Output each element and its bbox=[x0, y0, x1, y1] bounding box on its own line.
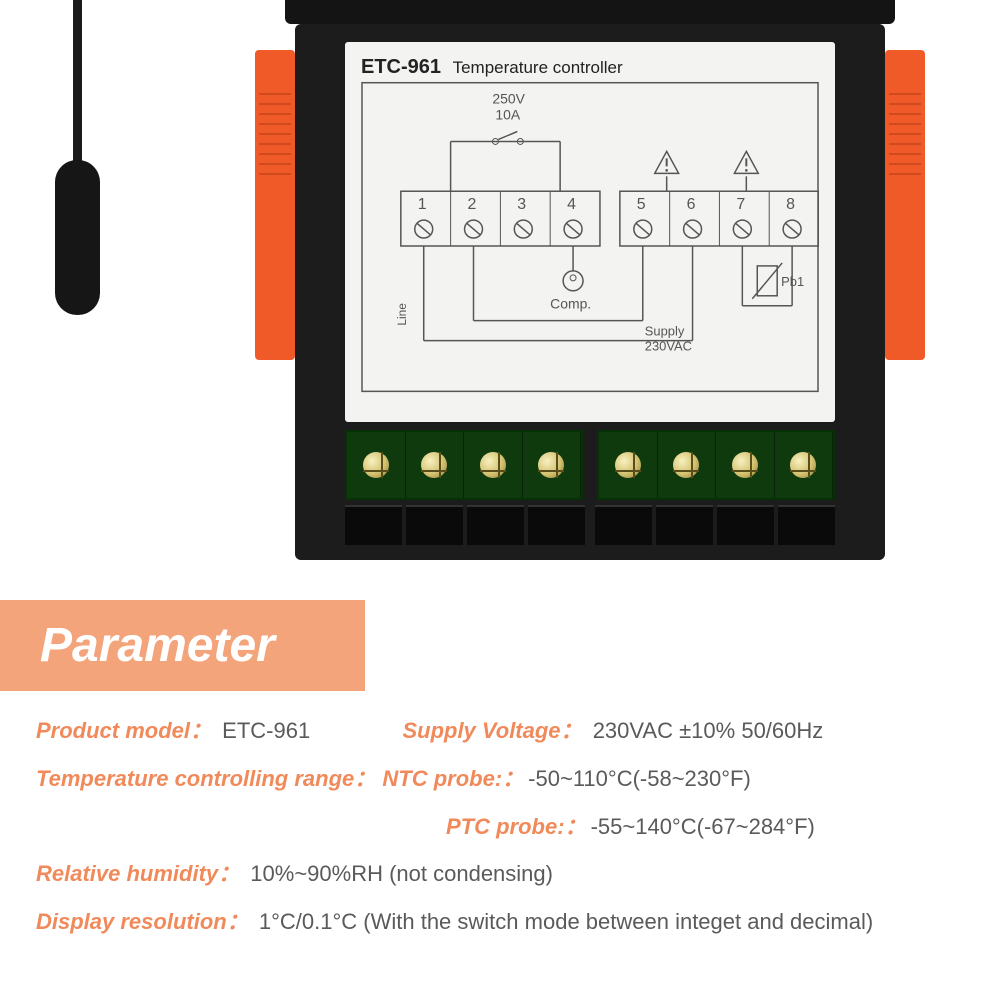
device-subtitle: Temperature controller bbox=[453, 58, 623, 77]
svg-text:2: 2 bbox=[468, 196, 477, 213]
mounting-clip-right bbox=[885, 50, 925, 360]
supply-label: Supply bbox=[645, 324, 685, 339]
svg-text:3: 3 bbox=[517, 196, 526, 213]
spec-row-humidity: Relative humidity 10%~90%RH (not condens… bbox=[36, 853, 980, 895]
pb1-label: Pb1 bbox=[781, 274, 804, 289]
screw-icon bbox=[615, 452, 641, 478]
spec-row-range-ptc: PTC probe:-55~140°C(-67~284°F) bbox=[446, 806, 980, 848]
terminal-4 bbox=[523, 432, 582, 498]
controller-device: ETC-961 Temperature controller 250V 10A bbox=[265, 0, 915, 560]
terminal-group-left bbox=[345, 430, 583, 500]
spec-label: Display resolution bbox=[36, 909, 249, 934]
wiring-diagram: 250V 10A bbox=[361, 81, 819, 411]
wire-entry-slots bbox=[345, 505, 835, 545]
spec-value: -55~140°C(-67~284°F) bbox=[591, 814, 815, 839]
spec-value: 1°C/0.1°C (With the switch mode between … bbox=[259, 909, 873, 934]
svg-text:5: 5 bbox=[637, 196, 646, 213]
terminal-strip bbox=[345, 430, 835, 500]
screw-icon bbox=[732, 452, 758, 478]
line-label: Line bbox=[395, 303, 409, 326]
terminal-6 bbox=[658, 432, 717, 498]
housing-top-edge bbox=[285, 0, 895, 24]
spec-label: Temperature controlling range bbox=[36, 766, 376, 791]
spec-label: Supply Voltage bbox=[402, 718, 582, 743]
terminal-5 bbox=[599, 432, 658, 498]
terminal-1 bbox=[347, 432, 406, 498]
screw-icon bbox=[363, 452, 389, 478]
spec-value: 10%~90%RH (not condensing) bbox=[250, 861, 553, 886]
ptc-label: PTC probe: bbox=[446, 814, 587, 839]
mounting-clip-left bbox=[255, 50, 295, 360]
terminal-8 bbox=[775, 432, 834, 498]
relay-v: 250V bbox=[492, 91, 525, 107]
terminal-7 bbox=[716, 432, 775, 498]
screw-icon bbox=[421, 452, 447, 478]
svg-text:7: 7 bbox=[736, 196, 745, 213]
spec-label: Relative humidity bbox=[36, 861, 240, 886]
spec-value: -50~110°C(-58~230°F) bbox=[528, 766, 751, 791]
probe-wire bbox=[73, 0, 82, 165]
terminal-group-right bbox=[597, 430, 835, 500]
device-model: ETC-961 bbox=[361, 56, 441, 78]
parameter-banner: Parameter bbox=[0, 600, 365, 691]
svg-text:1: 1 bbox=[418, 196, 427, 213]
label-title: ETC-961 Temperature controller bbox=[361, 56, 819, 79]
spec-row-resolution: Display resolution 1°C/0.1°C (With the s… bbox=[36, 901, 980, 943]
wiring-label-plate: ETC-961 Temperature controller 250V 10A bbox=[345, 42, 835, 422]
svg-text:8: 8 bbox=[786, 196, 795, 213]
warning-icon bbox=[734, 151, 758, 173]
svg-text:6: 6 bbox=[687, 196, 696, 213]
spec-label: Product model bbox=[36, 718, 212, 743]
screw-icon bbox=[673, 452, 699, 478]
spec-row-model: Product model ETC-961 Supply Voltage 230… bbox=[36, 710, 980, 752]
supply-voltage: 230VAC bbox=[645, 339, 692, 354]
spec-list: Product model ETC-961 Supply Voltage 230… bbox=[36, 710, 980, 949]
screw-icon bbox=[790, 452, 816, 478]
banner-title: Parameter bbox=[40, 619, 275, 672]
terminal-3 bbox=[464, 432, 523, 498]
spec-value: ETC-961 bbox=[222, 718, 310, 743]
svg-text:4: 4 bbox=[567, 196, 576, 213]
comp-label: Comp. bbox=[550, 296, 591, 312]
screw-icon bbox=[480, 452, 506, 478]
terminal-2 bbox=[406, 432, 465, 498]
relay-a: 10A bbox=[495, 107, 520, 123]
spec-row-range-ntc: Temperature controlling range NTC probe:… bbox=[36, 758, 980, 800]
ntc-label: NTC probe: bbox=[382, 766, 524, 791]
screw-icon bbox=[538, 452, 564, 478]
spec-value: 230VAC ±10% 50/60Hz bbox=[593, 718, 824, 743]
probe-tip bbox=[55, 160, 100, 315]
warning-icon bbox=[655, 151, 679, 173]
